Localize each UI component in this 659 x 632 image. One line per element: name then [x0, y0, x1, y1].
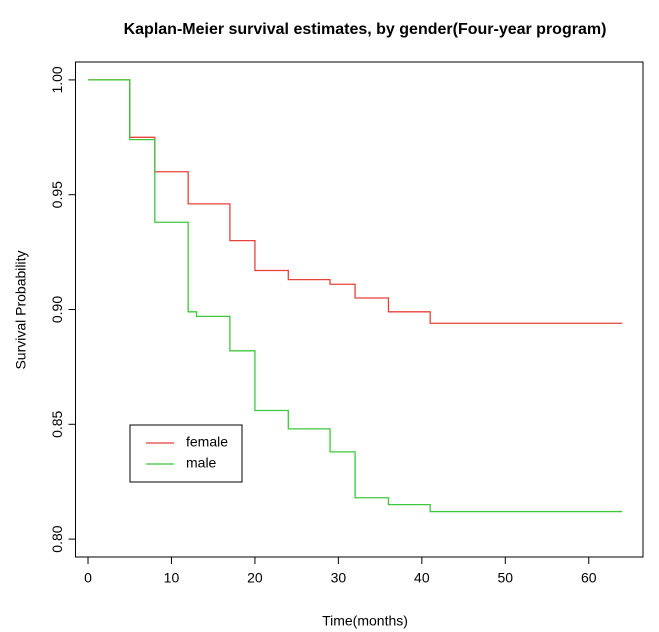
- x-tick-label: 30: [331, 570, 347, 586]
- y-tick-label: 0.80: [49, 525, 65, 552]
- y-tick-label: 0.85: [49, 410, 65, 437]
- legend-box: [129, 424, 243, 483]
- survival-line: [88, 79, 623, 324]
- plot-frame: [75, 61, 644, 558]
- chart-title: Kaplan-Meier survival estimates, by gend…: [124, 21, 607, 38]
- y-tick-label: 1.00: [49, 66, 65, 93]
- x-tick-label: 40: [414, 570, 430, 586]
- survival-line: [88, 79, 623, 513]
- x-axis-label: Time(months): [322, 613, 408, 629]
- legend-label: male: [186, 455, 217, 471]
- x-tick-label: 50: [498, 570, 514, 586]
- x-tick-label: 20: [247, 570, 263, 586]
- x-tick-label: 60: [581, 570, 597, 586]
- y-axis-label: Survival Probability: [13, 250, 29, 369]
- x-tick-label: 10: [164, 570, 180, 586]
- y-tick-label: 0.90: [49, 296, 65, 323]
- legend-label: female: [186, 434, 228, 450]
- y-tick-label: 0.95: [49, 181, 65, 208]
- x-tick-label: 0: [84, 570, 92, 586]
